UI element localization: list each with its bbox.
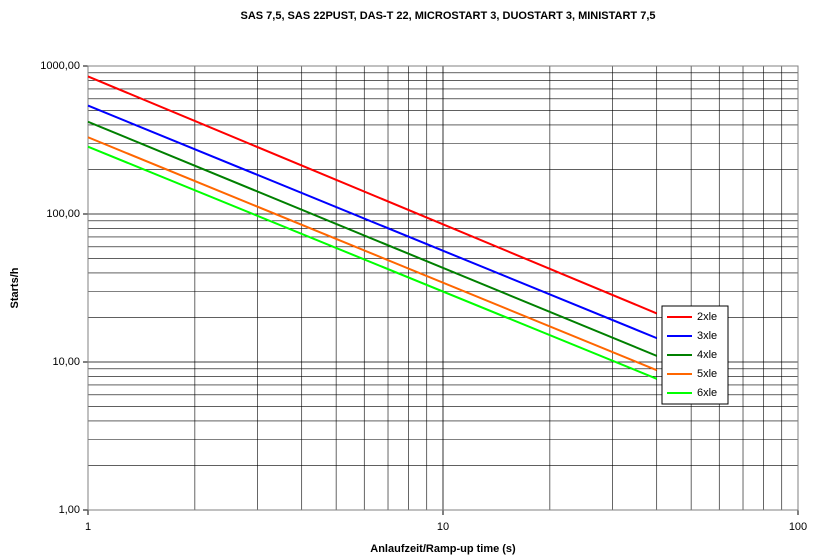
legend-label: 5xle	[697, 368, 717, 380]
series-line	[87, 104, 658, 340]
legend-label: 2xle	[697, 311, 717, 323]
y-tick-label: 1000,00	[40, 60, 80, 72]
x-tick-label: 1	[85, 521, 91, 533]
legend-label: 4xle	[697, 349, 717, 361]
y-tick-label: 1,00	[59, 504, 80, 516]
legend-label: 6xle	[697, 387, 717, 399]
y-tick-label: 100,00	[46, 208, 80, 220]
plot-border	[87, 65, 799, 511]
y-axis-label: Starts/h	[9, 267, 21, 308]
x-tick-label: 100	[789, 521, 807, 533]
series-line	[87, 136, 658, 372]
series-line	[87, 120, 658, 357]
legend-label: 3xle	[697, 330, 717, 342]
series-line	[87, 75, 658, 315]
x-tick-label: 10	[437, 521, 449, 533]
x-axis-label: Anlaufzeit/Ramp-up time (s)	[370, 543, 516, 555]
series-line	[87, 145, 658, 380]
chart-title: SAS 7,5, SAS 22PUST, DAS-T 22, MICROSTAR…	[240, 10, 655, 22]
y-tick-label: 10,00	[52, 356, 80, 368]
